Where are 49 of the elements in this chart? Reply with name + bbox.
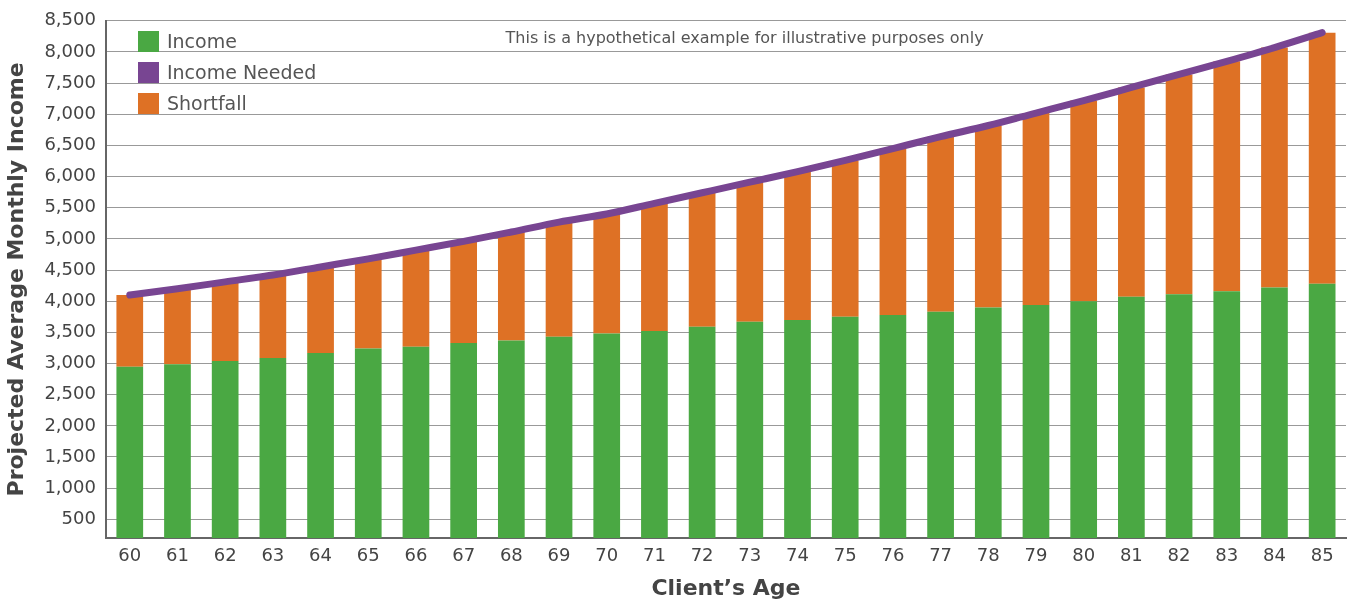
- y-tick-label: 1,500: [44, 444, 96, 466]
- y-tick-label: 4,000: [44, 288, 96, 310]
- x-tick-label: 73: [738, 544, 762, 566]
- x-tick-label: 69: [547, 544, 571, 566]
- x-tick-label: 64: [309, 544, 333, 566]
- x-tick-label: 83: [1215, 544, 1239, 566]
- y-tick-label: 5,500: [44, 195, 96, 217]
- y-tick-label: 500: [61, 506, 96, 528]
- y-tick-label: 3,500: [44, 320, 96, 342]
- y-tick-label: 8,500: [44, 8, 96, 30]
- x-tick-label: 76: [881, 544, 905, 566]
- y-tick-label: 3,000: [44, 351, 96, 373]
- y-tick-label: 7,500: [44, 70, 96, 92]
- x-tick-label: 84: [1263, 544, 1286, 566]
- x-tick-label: 80: [1072, 544, 1096, 566]
- legend-label: Shortfall: [166, 92, 247, 115]
- x-tick-label: 66: [404, 544, 428, 566]
- x-tick-label: 65: [356, 544, 380, 566]
- legend-label: Income Needed: [166, 61, 317, 84]
- x-tick-label: 61: [166, 544, 189, 566]
- y-tick-label: 8,000: [44, 39, 96, 61]
- y-tick-label: 1,000: [44, 475, 96, 497]
- legend-label: Income: [166, 30, 237, 53]
- y-tick-label: 4,500: [44, 257, 96, 279]
- y-tick-label: 2,500: [44, 382, 96, 404]
- x-tick-label: 78: [976, 544, 1000, 566]
- x-tick-label: 62: [213, 544, 237, 566]
- x-tick-label: 85: [1310, 544, 1334, 566]
- y-tick-label: 6,500: [44, 133, 96, 155]
- x-tick-label: 79: [1024, 544, 1048, 566]
- x-tick-label: 72: [690, 544, 714, 566]
- x-tick-label: 77: [929, 544, 953, 566]
- y-tick-label: 7,000: [44, 101, 96, 123]
- x-tick-label: 75: [833, 544, 857, 566]
- x-tick-label: 70: [595, 544, 619, 566]
- x-tick-label: 63: [261, 544, 285, 566]
- x-tick-label: 68: [499, 544, 523, 566]
- y-tick-label: 6,000: [44, 164, 96, 186]
- y-axis-title: Projected Average Monthly Income: [2, 62, 28, 497]
- x-tick-label: 74: [786, 544, 809, 566]
- annotation: This is a hypothetical example for illustrative purposes only: [504, 27, 984, 47]
- y-tick-label: 2,000: [44, 413, 96, 435]
- x-tick-label: 81: [1119, 544, 1143, 566]
- x-tick-label: 82: [1167, 544, 1191, 566]
- x-tick-label: 67: [452, 544, 476, 566]
- x-tick-label: 71: [642, 544, 666, 566]
- x-tick-label: 60: [118, 544, 142, 566]
- x-axis-title: Client’s Age: [651, 574, 801, 600]
- y-tick-label: 5,000: [44, 226, 96, 248]
